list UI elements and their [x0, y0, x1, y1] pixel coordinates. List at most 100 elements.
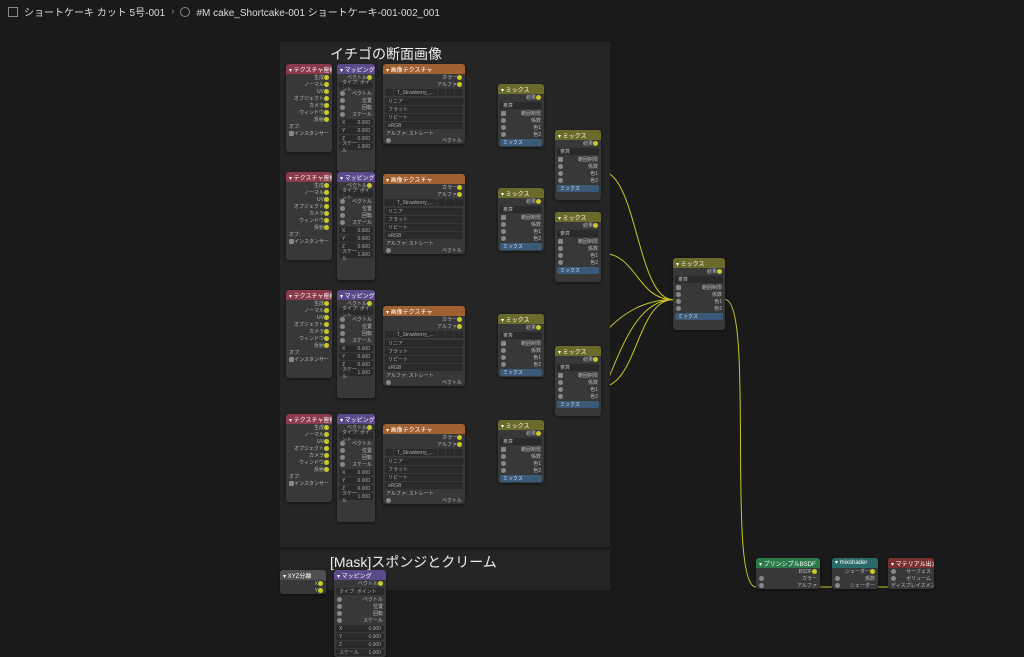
socket-out[interactable]: 結果	[498, 430, 544, 437]
node-checkbox[interactable]: インスタンサー	[286, 238, 332, 245]
node-mixrgb[interactable]: ▾ ミックス結果 乗算 範囲制限 係数 色1 色2ミックス	[498, 420, 544, 483]
socket-out[interactable]: ウィンドウ	[286, 459, 332, 466]
node-checkbox[interactable]: 範囲制限	[555, 238, 601, 245]
socket-in[interactable]: シェーダー	[832, 582, 878, 589]
socket-out[interactable]: 結果	[673, 268, 725, 275]
socket-out[interactable]: 生成	[286, 74, 332, 81]
node-number-field[interactable]: スケール1.000	[339, 251, 373, 258]
node-header[interactable]: ▾ XYZ分離	[280, 570, 326, 580]
socket-out[interactable]: ウィンドウ	[286, 217, 332, 224]
node-dropdown[interactable]: sRGB	[385, 482, 463, 489]
node-imgtex[interactable]: ▾ 画像テクスチャカラー アルファ T_Strawberry_...リニアフラッ…	[383, 174, 465, 254]
node-checkbox[interactable]: 範囲制限	[498, 214, 544, 221]
socket-in[interactable]: 色2	[555, 259, 601, 266]
socket-in[interactable]: 回転	[337, 104, 375, 111]
node-field-highlight[interactable]: ミックス	[500, 369, 542, 376]
socket-out[interactable]: 結果	[498, 198, 544, 205]
socket-in[interactable]: 回転	[334, 610, 386, 617]
socket-out[interactable]: ベクトル	[334, 580, 386, 587]
socket-in[interactable]: ベクトル	[383, 247, 465, 254]
node-dropdown[interactable]: リニア	[385, 208, 463, 215]
node-editor-canvas[interactable]: イチゴの断面画像[Mask]スポンジとクリーム▾ テクスチャ座標生成 ノーマル …	[0, 20, 1024, 576]
socket-out[interactable]: 結果	[555, 356, 601, 363]
socket-out[interactable]: カメラ	[286, 452, 332, 459]
node-header[interactable]: ▾ マッピング	[337, 414, 375, 424]
socket-in[interactable]: 係数	[498, 453, 544, 460]
node-number-field[interactable]: Y0.000	[339, 477, 373, 484]
node-header[interactable]: ▾ プリンシプルBSDF	[756, 558, 820, 568]
socket-in[interactable]: 色2	[555, 177, 601, 184]
socket-out[interactable]: シェーダー	[832, 568, 878, 575]
socket-out[interactable]: カメラ	[286, 102, 332, 109]
socket-in[interactable]: 色2	[498, 235, 544, 242]
socket-out[interactable]: 結果	[498, 324, 544, 331]
node-dropdown[interactable]: タイプ: ポイント	[339, 190, 373, 197]
socket-in[interactable]: 色1	[498, 354, 544, 361]
node-dropdown[interactable]: リニア	[385, 98, 463, 105]
node-separate[interactable]: ▾ XYZ分離X Y	[280, 570, 326, 594]
image-selector[interactable]: T_Strawberry_...	[383, 198, 465, 207]
socket-in[interactable]: 係数	[555, 163, 601, 170]
socket-out[interactable]: UV	[286, 438, 332, 445]
breadcrumb-item[interactable]: #M cake_Shortcake-001 ショートケーキ-001-002_00…	[196, 4, 439, 19]
node-dropdown[interactable]: タイプ: ポイント	[339, 308, 373, 315]
socket-in[interactable]: 色1	[555, 252, 601, 259]
socket-in[interactable]: 回転	[337, 330, 375, 337]
socket-in[interactable]: 色2	[555, 393, 601, 400]
node-field-highlight[interactable]: ミックス	[500, 139, 542, 146]
breadcrumb-item[interactable]: ショートケーキ カット 5号-001	[24, 4, 165, 19]
socket-in[interactable]: 位置	[337, 323, 375, 330]
node-mapping[interactable]: ▾ マッピングベクトル タイプ: ポイント ベクトル 位置 回転 スケールX0.…	[337, 414, 375, 522]
socket-in[interactable]: スケール	[337, 219, 375, 226]
socket-out[interactable]: X	[280, 580, 326, 587]
node-dropdown[interactable]: フラット	[385, 348, 463, 355]
node-header[interactable]: ▾ 画像テクスチャ	[383, 306, 465, 316]
node-header[interactable]: ▾ マッピング	[337, 64, 375, 74]
socket-out[interactable]: オブジェクト	[286, 203, 332, 210]
node-header[interactable]: ▾ ミックス	[498, 420, 544, 430]
node-number-field[interactable]: Y0.000	[339, 353, 373, 360]
node-dropdown[interactable]: タイプ: ポイント	[339, 432, 373, 439]
node-header[interactable]: ▾ 画像テクスチャ	[383, 174, 465, 184]
socket-in[interactable]: 色1	[555, 170, 601, 177]
node-header[interactable]: ▾ テクスチャ座標	[286, 290, 332, 300]
socket-out[interactable]: Y	[280, 587, 326, 594]
node-number-field[interactable]: X0.000	[339, 469, 373, 476]
node-header[interactable]: ▾ テクスチャ座標	[286, 172, 332, 182]
socket-in[interactable]: 位置	[334, 603, 386, 610]
socket-in[interactable]: ベクトル	[334, 596, 386, 603]
socket-in[interactable]: スケール	[334, 617, 386, 624]
socket-out[interactable]: アルファ	[383, 323, 465, 330]
node-mixrgb[interactable]: ▾ ミックス結果 乗算 範囲制限 係数 色1 色2ミックス	[555, 346, 601, 416]
node-texcoord[interactable]: ▾ テクスチャ座標生成 ノーマル UV オブジェクト カメラ ウィンドウ 反射 …	[286, 414, 332, 502]
node-checkbox[interactable]: インスタンサー	[286, 356, 332, 363]
socket-in[interactable]: ベクトル	[383, 497, 465, 504]
node-checkbox[interactable]: 範囲制限	[673, 284, 725, 291]
socket-out[interactable]: 反射	[286, 224, 332, 231]
node-field-highlight[interactable]: ミックス	[557, 185, 599, 192]
socket-in[interactable]: 係数	[498, 117, 544, 124]
socket-in[interactable]: 係数	[555, 245, 601, 252]
socket-in[interactable]: 位置	[337, 205, 375, 212]
node-field-highlight[interactable]: ミックス	[675, 313, 723, 320]
node-header[interactable]: ▾ mixshader	[832, 558, 878, 568]
node-header[interactable]: ▾ テクスチャ座標	[286, 64, 332, 74]
node-checkbox[interactable]: インスタンサー	[286, 130, 332, 137]
node-checkbox[interactable]: 範囲制限	[555, 372, 601, 379]
node-mixrgb[interactable]: ▾ ミックス結果 乗算 範囲制限 係数 色1 色2ミックス	[555, 130, 601, 200]
socket-out[interactable]: UV	[286, 88, 332, 95]
socket-in[interactable]: 色2	[673, 305, 725, 312]
node-checkbox[interactable]: インスタンサー	[286, 480, 332, 487]
socket-in[interactable]: サーフェス	[888, 568, 934, 575]
socket-out[interactable]: アルファ	[383, 191, 465, 198]
socket-in[interactable]: スケール	[337, 111, 375, 118]
node-dropdown[interactable]: タイプ: ポイント	[339, 82, 373, 89]
socket-in[interactable]: 回転	[337, 454, 375, 461]
node-checkbox[interactable]: 範囲制限	[498, 110, 544, 117]
socket-out[interactable]: 結果	[555, 222, 601, 229]
socket-in[interactable]: ベクトル	[337, 198, 375, 205]
node-dropdown[interactable]: リニア	[385, 340, 463, 347]
node-header[interactable]: ▾ ミックス	[673, 258, 725, 268]
node-header[interactable]: ▾ ミックス	[498, 314, 544, 324]
socket-in[interactable]: ボリューム	[888, 575, 934, 582]
